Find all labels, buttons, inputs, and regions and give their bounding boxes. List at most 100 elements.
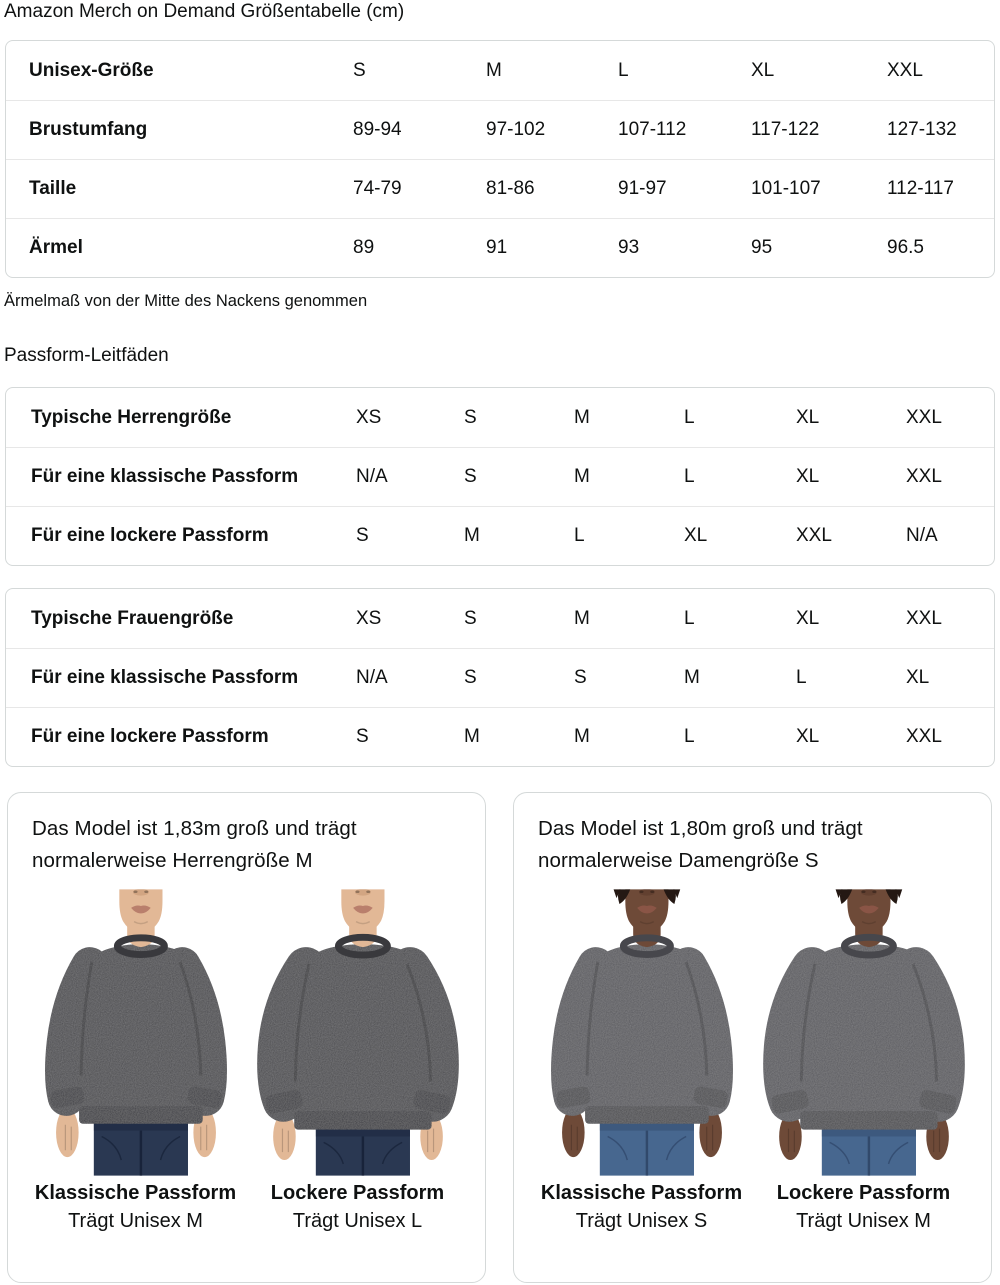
figure-row: Klassische Passform Trägt Unisex M Locke… (32, 889, 461, 1233)
size-cell: S (464, 466, 477, 487)
size-cell: XL (796, 406, 820, 428)
size-cell: L (684, 406, 695, 428)
sleeve-measure-note: Ärmelmaß von der Mitte des Nackens genom… (4, 292, 368, 310)
size-cell: 93 (618, 237, 640, 258)
fit-label: Klassische Passform (540, 1182, 743, 1204)
page-title: Amazon Merch on Demand Größentabelle (cm… (4, 1, 405, 22)
size-cell: M (574, 726, 590, 747)
size-cell: L (684, 726, 695, 747)
unisex-size-table: Unisex-Größe S M L XL XXL Brustumfang 89… (5, 40, 995, 278)
fit-label: Klassische Passform (34, 1182, 237, 1204)
row-label: Typische Herrengröße (31, 406, 232, 428)
classic-fit-figure: Klassische Passform Trägt Unisex M (33, 889, 239, 1233)
size-cell: S (356, 525, 369, 546)
size-cell: XL (796, 726, 820, 747)
table-row: Taille 74-79 81-86 91-97 101-107 112-117 (6, 159, 994, 218)
size-cell: XL (684, 525, 708, 546)
size-cell: 97-102 (486, 119, 546, 140)
size-label: Trägt Unisex L (292, 1210, 423, 1232)
size-cell: XXL (906, 466, 942, 487)
loose-fit-figure: Lockere Passform Trägt Unisex L (255, 889, 461, 1233)
table-row: Brustumfang 89-94 97-102 107-112 117-122… (6, 100, 994, 159)
row-label: Für eine klassische Passform (31, 667, 299, 688)
size-cell: S (356, 726, 369, 747)
table-row: Ärmel 89 91 93 95 96.5 (6, 218, 994, 277)
size-cell: XL (751, 59, 775, 81)
fit-table-men: Typische Herrengröße XS S M L XL XXL Für… (5, 387, 995, 566)
size-cell: 127-132 (887, 119, 957, 140)
male-loose-fit-photo (255, 889, 461, 1176)
size-cell: XXL (906, 607, 942, 629)
size-cell: XXL (887, 59, 923, 81)
table-row: Für eine lockere Passform S M M L XL XXL (6, 707, 994, 766)
row-label: Für eine klassische Passform (31, 466, 299, 487)
row-label: Unisex-Größe (29, 59, 154, 81)
female-model-card: Das Model ist 1,80m groß und trägt norma… (513, 792, 992, 1283)
table-row: Unisex-Größe S M L XL XXL (6, 41, 994, 100)
size-cell: 96.5 (887, 237, 924, 258)
size-cell: L (618, 59, 629, 81)
female-loose-fit-photo (761, 889, 967, 1176)
row-label: Für eine lockere Passform (31, 525, 269, 546)
size-cell: XL (796, 466, 820, 487)
model-cards: Das Model ist 1,83m groß und trägt norma… (7, 792, 993, 1283)
fit-label: Lockere Passform (270, 1182, 445, 1204)
size-cell: XS (356, 406, 382, 428)
row-label: Taille (29, 178, 77, 199)
fit-label: Lockere Passform (776, 1182, 951, 1204)
figure-row: Klassische Passform Trägt Unisex S Locke… (538, 889, 967, 1233)
size-cell: 107-112 (618, 119, 687, 140)
model-description: Das Model ist 1,83m groß und trägt norma… (32, 817, 357, 872)
table-row: Für eine lockere Passform S M L XL XXL N… (6, 506, 994, 565)
fit-table-women: Typische Frauengröße XS S M L XL XXL Für… (5, 588, 995, 767)
fit-guides-heading: Passform-Leitfäden (4, 345, 169, 366)
row-label: Typische Frauengröße (31, 607, 234, 629)
table-row: Für eine klassische Passform N/A S M L X… (6, 447, 994, 506)
size-cell: S (574, 667, 587, 688)
size-cell: XL (796, 607, 820, 629)
size-cell: M (574, 607, 590, 629)
size-cell: 81-86 (486, 178, 535, 199)
size-label: Trägt Unisex S (575, 1210, 708, 1232)
size-cell: 112-117 (887, 178, 954, 199)
size-cell: L (684, 466, 695, 487)
size-cell: S (464, 667, 477, 688)
size-cell: XXL (796, 525, 832, 546)
size-cell: M (486, 59, 502, 81)
size-cell: 74-79 (353, 178, 402, 199)
size-cell: M (464, 525, 480, 546)
size-cell: 95 (751, 237, 773, 258)
size-cell: N/A (906, 525, 938, 546)
size-cell: 91 (486, 237, 508, 258)
size-cell: XS (356, 607, 382, 629)
size-cell: L (684, 607, 695, 629)
classic-fit-figure: Klassische Passform Trägt Unisex S (539, 889, 745, 1233)
size-cell: 101-107 (751, 178, 821, 199)
male-model-card: Das Model ist 1,83m groß und trägt norma… (7, 792, 486, 1283)
table-row: Typische Herrengröße XS S M L XL XXL (6, 388, 994, 447)
model-description: Das Model ist 1,80m groß und trägt norma… (538, 817, 863, 872)
male-classic-fit-photo (33, 889, 239, 1176)
size-cell: XXL (906, 726, 942, 747)
size-cell: M (574, 466, 590, 487)
row-label: Brustumfang (29, 119, 148, 140)
table-row: Für eine klassische Passform N/A S S M L… (6, 648, 994, 707)
size-cell: L (796, 667, 807, 688)
size-cell: N/A (356, 466, 388, 487)
row-label: Für eine lockere Passform (31, 726, 269, 747)
size-cell: 89-94 (353, 119, 402, 140)
size-cell: L (574, 525, 585, 546)
size-cell: XXL (906, 406, 942, 428)
size-cell: S (464, 406, 477, 428)
female-classic-fit-photo (539, 889, 745, 1176)
size-cell: S (464, 607, 477, 629)
table-row: Typische Frauengröße XS S M L XL XXL (6, 589, 994, 648)
size-cell: S (353, 59, 366, 81)
loose-fit-figure: Lockere Passform Trägt Unisex M (761, 889, 967, 1233)
size-label: Trägt Unisex M (796, 1210, 931, 1232)
size-cell: XL (906, 667, 930, 688)
row-label: Ärmel (29, 237, 83, 258)
size-cell: 89 (353, 237, 375, 258)
size-cell: M (684, 667, 700, 688)
size-cell: M (574, 406, 590, 428)
